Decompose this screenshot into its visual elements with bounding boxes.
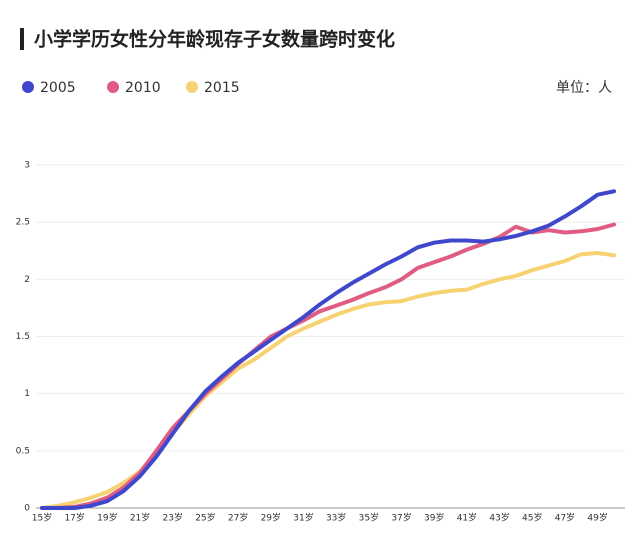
x-tick-label: 29岁 <box>261 512 281 524</box>
legend-swatch <box>186 81 198 93</box>
x-tick-label: 23岁 <box>163 512 183 524</box>
legend-label: 2015 <box>204 80 240 96</box>
x-tick-label: 17岁 <box>64 512 84 524</box>
series-line <box>40 189 616 510</box>
legend-label: 2010 <box>125 80 161 96</box>
x-tick-label: 39岁 <box>424 512 444 524</box>
y-tick-label: 2 <box>24 275 30 285</box>
x-tick-label: 41岁 <box>457 512 477 524</box>
y-tick-label: 2.5 <box>16 218 30 228</box>
x-tick-label: 49岁 <box>587 512 607 524</box>
x-tick-label: 19岁 <box>97 512 117 524</box>
x-tick-label: 27岁 <box>228 512 248 524</box>
legend-swatch <box>107 81 119 93</box>
x-tick-label: 15岁 <box>32 512 52 524</box>
x-tick-label: 47岁 <box>555 512 575 524</box>
x-tick-label: 31岁 <box>293 512 313 524</box>
y-tick-label: 1 <box>24 389 30 399</box>
chart-title: 小学学历女性分年龄现存子女数量跨时变化 <box>34 28 395 51</box>
series-line <box>40 251 616 510</box>
x-tick-label: 21岁 <box>130 512 150 524</box>
x-tick-label: 37岁 <box>391 512 411 524</box>
legend-swatch <box>22 81 34 93</box>
x-tick-label: 33岁 <box>326 512 346 524</box>
x-tick-label: 45岁 <box>522 512 542 524</box>
y-tick-label: 1.5 <box>16 332 30 342</box>
x-tick-label: 35岁 <box>359 512 379 524</box>
x-tick-label: 43岁 <box>489 512 509 524</box>
y-tick-label: 0 <box>24 504 30 514</box>
unit-label: 单位：人 <box>556 80 612 96</box>
legend-label: 2005 <box>40 80 76 96</box>
title-bar <box>20 28 24 50</box>
y-tick-label: 3 <box>24 161 30 171</box>
y-tick-label: 0.5 <box>16 446 30 456</box>
series-line <box>40 222 616 510</box>
x-tick-label: 25岁 <box>195 512 215 524</box>
